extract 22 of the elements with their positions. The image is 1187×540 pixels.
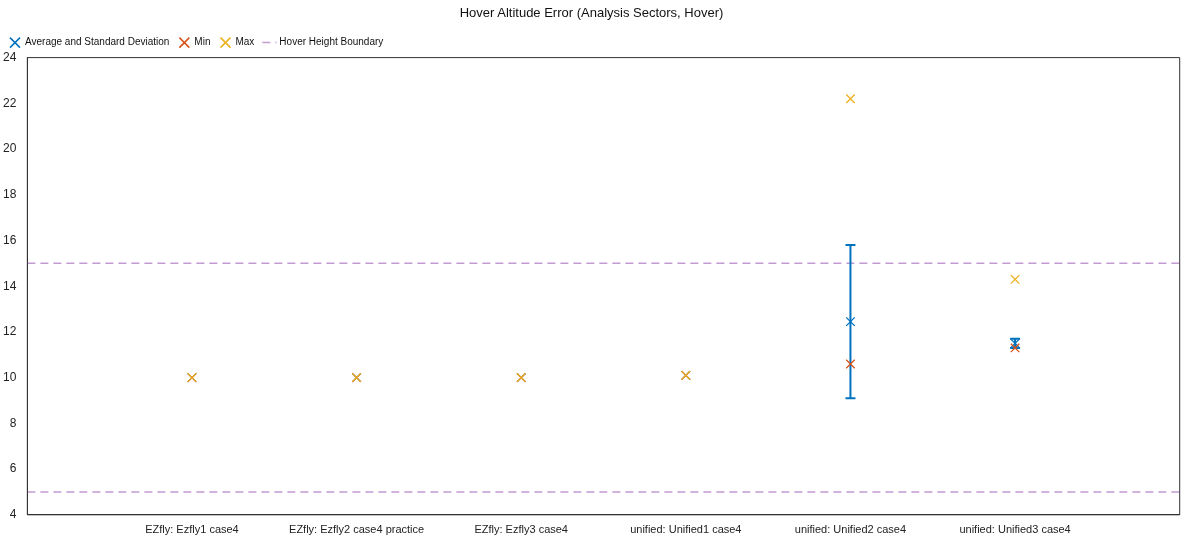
x-tick-label: EZfly: Ezfly1 case4 xyxy=(145,523,239,536)
y-tick-label: 12 xyxy=(2,324,17,339)
y-tick-label: 20 xyxy=(2,141,17,156)
y-tick-label: 10 xyxy=(2,369,17,384)
y-tick-label: 8 xyxy=(9,415,17,430)
y-tick-label: 18 xyxy=(2,187,17,202)
legend-label: Max xyxy=(235,36,255,48)
y-tick-label: 16 xyxy=(2,232,17,247)
y-tick-label: 6 xyxy=(9,461,17,476)
legend-label: Hover Height Boundary xyxy=(279,36,384,48)
x-tick-label: EZfly: Ezfly3 case4 xyxy=(474,523,568,536)
legend-label: Average and Standard Deviation xyxy=(25,36,170,48)
x-tick-label: EZfly: Ezfly2 case4 practice xyxy=(289,523,425,536)
y-tick-label: 22 xyxy=(2,95,17,110)
y-tick-label: 24 xyxy=(2,49,17,64)
x-tick-label: unified: Unified2 case4 xyxy=(794,523,907,536)
chart-title: Hover Altitude Error (Analysis Sectors, Hover) xyxy=(459,5,724,21)
legend-label: Min xyxy=(194,36,211,48)
x-tick-label: unified: Unified1 case4 xyxy=(630,523,742,536)
x-tick-label: unified: Unified3 case4 xyxy=(959,523,1071,536)
y-tick-label: 14 xyxy=(2,278,17,293)
y-tick-label: 4 xyxy=(9,507,17,522)
